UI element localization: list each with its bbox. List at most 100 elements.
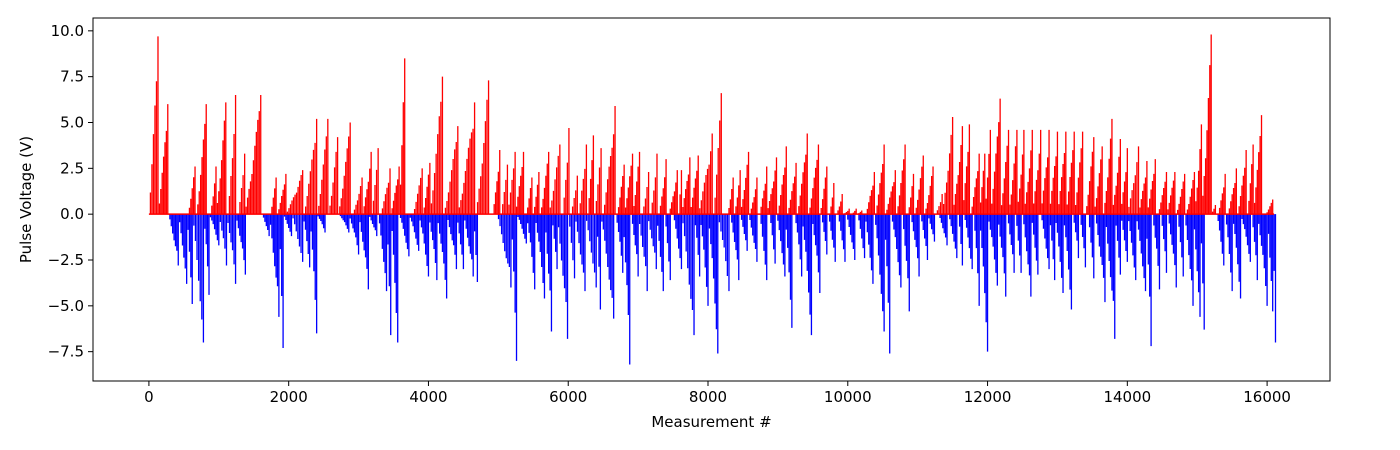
negative-pulse-burst: [1105, 214, 1116, 339]
y-tick-label: 0.0: [60, 205, 84, 223]
negative-pulse-burst: [740, 214, 748, 251]
negative-pulse-burst: [1252, 214, 1258, 281]
negative-pulse-burst: [303, 214, 311, 268]
positive-pulse-burst: [886, 170, 896, 215]
y-tick-label: 2.5: [60, 159, 84, 177]
negative-pulse-burst: [464, 214, 474, 277]
positive-pulse-burst: [820, 166, 828, 215]
x-tick-label: 14000: [1103, 388, 1151, 406]
negative-pulse-burst: [821, 214, 828, 255]
positive-pulse-burst: [1139, 161, 1148, 215]
negative-pulse-burst: [1115, 214, 1121, 275]
positive-pulse-burst: [211, 166, 217, 215]
negative-pulse-burst: [1161, 214, 1168, 273]
negative-pulse-burst: [1080, 214, 1087, 268]
positive-pulse-burst: [991, 98, 1001, 215]
negative-pulse-burst: [419, 214, 430, 277]
negative-pulse-burst: [884, 214, 891, 354]
positive-pulse-burst: [735, 170, 741, 215]
positive-pulse-burst: [549, 144, 561, 215]
positive-pulse-burst: [897, 144, 906, 215]
positive-pulse-burst: [915, 155, 924, 215]
negative-pulse-burst: [369, 214, 378, 237]
positive-pulse-burst: [985, 129, 991, 215]
positive-pulse-burst: [339, 122, 351, 215]
x-tick-label: 0: [144, 388, 154, 406]
negative-pulse-burst: [1146, 214, 1152, 347]
positive-pulse-series: [149, 34, 1274, 215]
positive-pulse-burst: [1033, 129, 1042, 215]
negative-pulse-burst: [378, 214, 388, 292]
negative-pulse-burst: [921, 214, 929, 260]
negative-pulse-burst: [473, 214, 479, 282]
negative-pulse-burst: [616, 214, 624, 273]
negative-pulse-burst: [657, 214, 664, 292]
negative-pulse-burst: [409, 214, 420, 251]
negative-pulse-burst: [497, 214, 512, 288]
negative-pulse-burst: [391, 214, 399, 343]
negative-pulse-burst: [1267, 214, 1274, 312]
negative-pulse-burst: [623, 214, 631, 365]
negative-pulse-series: [169, 214, 1277, 365]
positive-pulse-burst: [1248, 144, 1254, 215]
negative-pulse-burst: [204, 214, 210, 295]
positive-pulse-burst: [363, 151, 372, 215]
negative-pulse-burst: [219, 214, 228, 266]
negative-pulse-burst: [974, 214, 980, 306]
negative-pulse-burst: [682, 214, 695, 336]
positive-pulse-burst: [963, 124, 971, 215]
positive-pulse-burst: [158, 104, 169, 215]
negative-pulse-burst: [557, 214, 569, 339]
positive-pulse-burst: [979, 153, 986, 215]
positive-pulse-burst: [1104, 118, 1113, 215]
positive-pulse-burst: [925, 166, 934, 215]
negative-pulse-burst: [447, 214, 458, 270]
positive-pulse-burst: [1094, 146, 1103, 215]
plot-frame: [92, 17, 1331, 382]
positive-pulse-burst: [876, 144, 885, 215]
negative-pulse-burst: [700, 214, 709, 306]
positive-pulse-burst: [197, 104, 207, 215]
negative-pulse-burst: [718, 214, 730, 292]
positive-pulse-burst: [239, 153, 246, 215]
positive-pulse-burst: [579, 144, 588, 215]
negative-pulse-burst: [777, 214, 786, 277]
negative-pulse-burst: [169, 214, 179, 266]
positive-pulse-burst: [604, 106, 616, 215]
positive-pulse-burst: [1058, 131, 1067, 215]
negative-pulse-burst: [1200, 214, 1205, 330]
negative-pulse-burst: [187, 214, 193, 304]
negative-pulse-burst: [1193, 214, 1201, 317]
negative-pulse-burst: [673, 214, 683, 270]
positive-pulse-burst: [286, 170, 304, 215]
positive-pulse-burst: [329, 137, 339, 215]
positive-pulse-burst: [750, 177, 758, 215]
negative-pulse-burst: [292, 214, 304, 262]
positive-pulse-burst: [353, 177, 363, 215]
positive-pulse-burst: [908, 173, 915, 215]
positive-pulse-burst: [413, 168, 423, 215]
negative-pulse-burst: [457, 214, 465, 270]
negative-pulse-burst: [708, 214, 719, 354]
negative-pulse-burst: [387, 214, 392, 336]
positive-pulse-burst: [633, 151, 641, 215]
positive-pulse-burst: [1086, 137, 1095, 215]
negative-pulse-burst: [349, 214, 360, 255]
negative-pulse-burst: [1241, 214, 1251, 262]
negative-pulse-burst: [847, 214, 856, 260]
negative-pulse-burst: [648, 214, 657, 270]
positive-pulse-burst: [669, 170, 678, 215]
negative-pulse-burst: [903, 214, 910, 312]
negative-pulse-burst: [511, 214, 518, 361]
positive-pulse-burst: [617, 164, 625, 215]
positive-pulse-burst: [534, 172, 540, 215]
negative-pulse-burst: [596, 214, 602, 310]
negative-pulse-burst: [283, 214, 293, 237]
negative-pulse-burst: [339, 214, 350, 233]
positive-pulse-burst: [679, 170, 683, 215]
negative-pulse-burst: [1217, 214, 1225, 266]
negative-pulse-burst: [665, 214, 671, 281]
positive-pulse-burst: [1024, 129, 1033, 215]
positive-pulse-burst: [391, 166, 400, 215]
negative-pulse-burst: [552, 214, 558, 270]
